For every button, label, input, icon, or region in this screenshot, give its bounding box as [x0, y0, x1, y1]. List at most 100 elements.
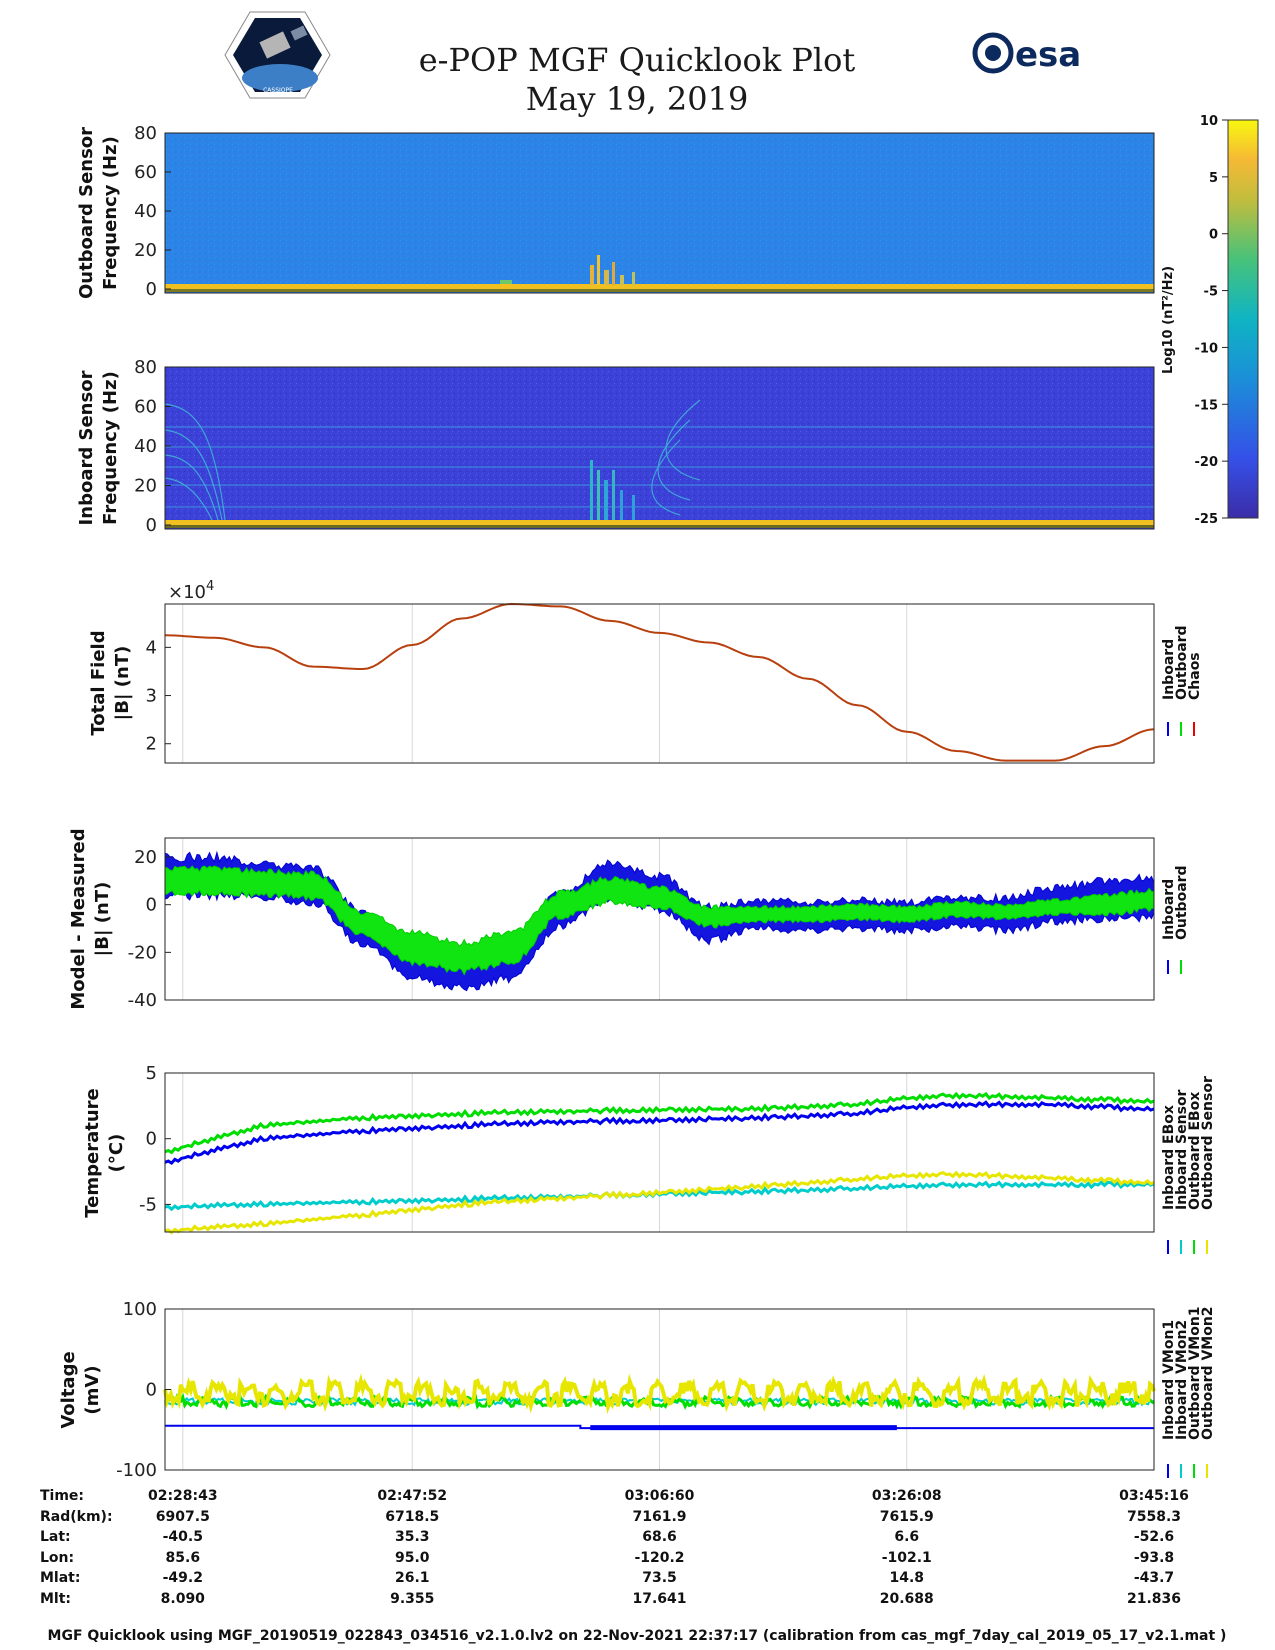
total-field-yticks: 4 3 2	[146, 637, 171, 755]
model-measured-frame	[164, 837, 1155, 1001]
temperature-inboard-ebox-line	[164, 1100, 1155, 1166]
table-cell: 26.1	[395, 1570, 430, 1586]
outboard-zero-line	[165, 289, 1154, 292]
model-measured-panel: 20 0 -20 -40 Model - Measured |B| (nT) Inbo…	[68, 828, 1190, 1011]
table-cell: 02:28:43	[148, 1488, 218, 1504]
outboard-burst	[500, 255, 635, 285]
colorbar-tick-label: -15	[1195, 398, 1219, 413]
voltage-inboard-vmon1-burst	[590, 1425, 897, 1431]
ytick-label: 2	[146, 734, 157, 755]
legend-label: Outboard	[1174, 625, 1190, 700]
inboard-dispersion-curves	[164, 399, 701, 521]
ytick-label: 60	[134, 397, 157, 418]
table-row-label: Lon:	[40, 1550, 74, 1566]
outboard-spectrogram-panel: 80 60 40 20 0 Outboard Sensor Frequency (Hz)	[76, 123, 1155, 300]
legend-label: Outboard EBox	[1187, 1092, 1203, 1210]
inboard-burst	[590, 460, 635, 520]
table-cell: 9.355	[390, 1591, 434, 1607]
table-cell: 68.6	[642, 1529, 677, 1545]
ytick-label: 80	[134, 123, 157, 144]
legend-label: Outboard Sensor	[1200, 1076, 1216, 1210]
table-cell: 03:06:60	[625, 1488, 695, 1504]
table-cell: 03:26:08	[872, 1488, 942, 1504]
page-title: e-POP MGF Quicklook Plot	[419, 41, 856, 79]
voltage-ylabel-1: Voltage	[58, 1351, 79, 1428]
table-cell: 7558.3	[1127, 1509, 1181, 1525]
colorbar-tick-label: 5	[1209, 171, 1218, 186]
temperature-ylabel-2: (°C)	[106, 1134, 127, 1173]
legend-label: Inboard VMon1	[1161, 1320, 1177, 1440]
legend-label: Inboard EBox	[1161, 1105, 1177, 1210]
table-row-label: Rad(km):	[40, 1509, 113, 1525]
model-measured-yticks: 20 0 -20 -40	[128, 847, 171, 1011]
colorbar-tick-label: -20	[1195, 455, 1219, 470]
legend-label: Inboard	[1161, 639, 1177, 700]
ytick-label: 3	[146, 686, 157, 707]
outboard-low-freq-band	[165, 284, 1154, 289]
total-field-frame	[164, 603, 1155, 764]
table-cell: 02:47:52	[377, 1488, 447, 1504]
colorbar: 10 5 0 -5 -10 -15 -20 -25 Log10 (nT²/Hz)	[1161, 114, 1259, 527]
ytick-label: 20	[134, 847, 157, 868]
esa-logo: esa	[972, 32, 1081, 75]
total-field-ylabel-1: Total Field	[88, 630, 109, 735]
table-cell: 21.836	[1127, 1591, 1181, 1607]
ytick-label: 0	[146, 515, 157, 536]
colorbar-tick-label: 10	[1200, 114, 1218, 129]
voltage-yticks: 100 0 -100	[116, 1299, 171, 1481]
inboard-frame	[164, 366, 1155, 530]
colorbar-label: Log10 (nT²/Hz)	[1161, 266, 1176, 374]
total-field-panel: 4 3 2 ×104 Total Field |B| (nT) InboardOut…	[88, 579, 1203, 764]
table-cell: 17.641	[632, 1591, 686, 1607]
total-field-exponent: ×104	[168, 579, 214, 603]
ytick-label: -5	[139, 1194, 157, 1215]
esa-logo-text: esa	[1015, 35, 1081, 75]
table-row-label: Time:	[40, 1488, 84, 1504]
table-cell: -93.8	[1134, 1550, 1174, 1566]
ytick-label: 4	[146, 637, 157, 658]
header: CASSIOPE e-POP MGF Quicklook Plot May 19…	[224, 11, 1081, 118]
legend-label: Chaos	[1187, 652, 1203, 700]
footer-text: MGF Quicklook using MGF_20190519_022843_…	[48, 1628, 1227, 1644]
voltage-outboard-vmon2-line	[163, 1373, 1156, 1415]
ytick-label: -100	[116, 1460, 157, 1481]
table-cell: 7161.9	[632, 1509, 686, 1525]
voltage-series	[163, 1373, 1156, 1431]
temperature-ylabel-1: Temperature	[82, 1088, 103, 1217]
colorbar-tick-label: -25	[1195, 512, 1219, 527]
table-cell: -49.2	[163, 1570, 203, 1586]
inboard-yticks: 80 60 40 20 0	[134, 357, 171, 536]
legend-label: Outboard VMon1	[1187, 1306, 1203, 1440]
table-cell: 6718.5	[385, 1509, 439, 1525]
table-cell: 7615.9	[880, 1509, 934, 1525]
table-cell: -40.5	[163, 1529, 203, 1545]
temperature-yticks: 5 0 -5	[139, 1063, 171, 1215]
ytick-label: 0	[146, 279, 157, 300]
ytick-label: 40	[134, 436, 157, 457]
outboard-frame	[164, 132, 1155, 294]
ytick-label: 20	[134, 240, 157, 261]
table-cell: 6.6	[894, 1529, 919, 1545]
ytick-label: -40	[128, 990, 157, 1011]
table-cell: 03:45:16	[1119, 1488, 1189, 1504]
cassiope-logo-text: CASSIOPE	[263, 87, 293, 94]
inboard-harmonic-lines	[165, 426, 1154, 508]
ytick-label: 100	[123, 1299, 157, 1320]
ytick-label: -20	[128, 942, 157, 963]
table-cell: 6907.5	[156, 1509, 210, 1525]
temperature-outboard-ebox-line	[164, 1091, 1155, 1155]
outboard-ylabel-2: Frequency (Hz)	[100, 136, 121, 290]
colorbar-tick-label: 0	[1209, 228, 1218, 243]
model-measured-ylabel-2: |B| (nT)	[92, 882, 113, 957]
ytick-label: 0	[146, 1380, 157, 1401]
page-date: May 19, 2019	[526, 80, 749, 118]
voltage-panel: 100 0 -100 Voltage (mV) Inboard VMon1Inboa…	[58, 1299, 1216, 1481]
model-measured-ylabel-1: Model - Measured	[68, 828, 89, 1009]
table-row-label: Lat:	[40, 1529, 71, 1545]
table-row-label: Mlat:	[40, 1570, 80, 1586]
temperature-panel: 5 0 -5 Temperature (°C) Inboard EBoxInboar…	[82, 1063, 1216, 1254]
